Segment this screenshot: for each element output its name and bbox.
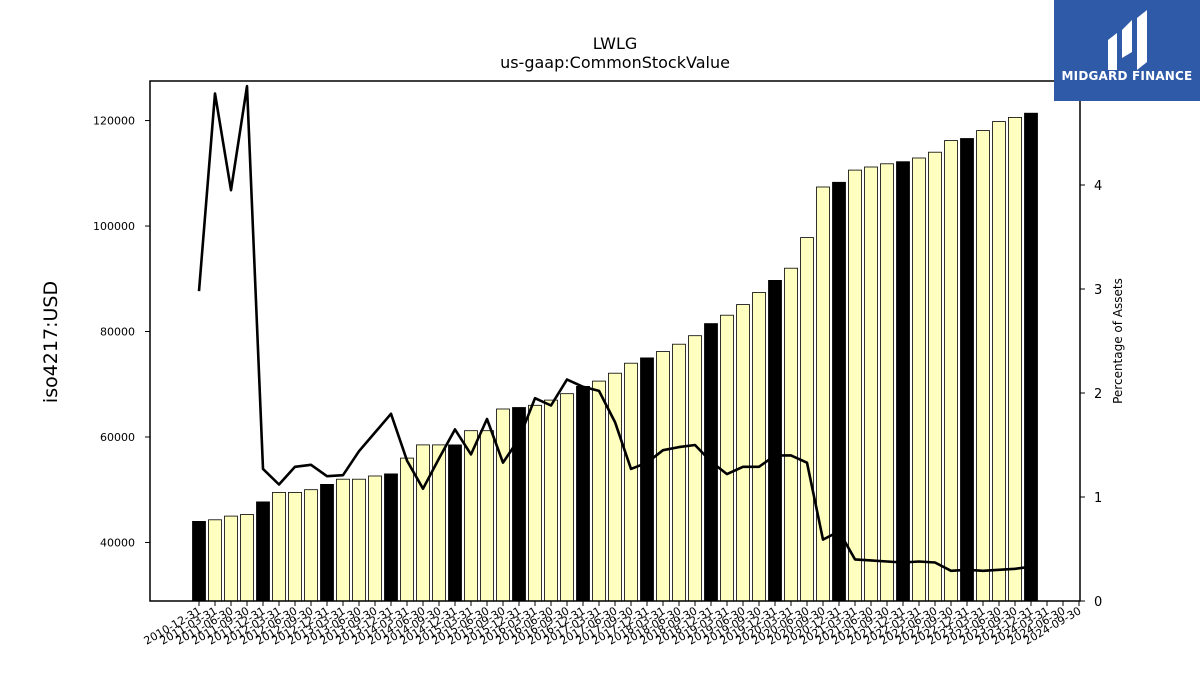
plot-frame — [149, 80, 1081, 602]
bar-2010-12-31 — [192, 521, 206, 602]
bar-2023-06-30 — [992, 121, 1006, 602]
bar-2015-06-30 — [480, 430, 494, 602]
bar-2022-03-31 — [912, 157, 926, 602]
bar-2011-09-30 — [240, 514, 254, 602]
bar-2022-06-30 — [928, 151, 942, 602]
bar-2012-06-30 — [288, 491, 302, 602]
bar-2011-06-30 — [224, 515, 238, 602]
bar-2020-06-30 — [800, 237, 814, 602]
midgard-logo-icon — [1108, 10, 1147, 70]
bar-2013-12-31 — [384, 473, 398, 602]
bar-2020-03-31 — [784, 267, 798, 602]
bar-2012-03-31 — [272, 491, 286, 602]
bar-2015-09-30 — [496, 408, 510, 602]
bar-2014-03-31 — [400, 457, 414, 602]
y-tick-label: 100000 — [93, 220, 135, 233]
bar-2022-12-31 — [960, 138, 974, 602]
bar-2023-12-31 — [1024, 112, 1038, 602]
bar-2011-12-31 — [256, 501, 270, 602]
bar-2021-09-30 — [880, 163, 894, 602]
y2-tick-label: 3 — [1094, 283, 1102, 298]
bar-2017-06-30 — [608, 372, 622, 602]
bar-2013-06-30 — [352, 478, 366, 602]
bar-2017-03-31 — [592, 380, 606, 602]
bar-2012-09-30 — [304, 489, 318, 602]
chart-title: LWLG — [593, 34, 638, 53]
y-tick-label: 80000 — [100, 326, 135, 339]
brand-name: MIDGARD FINANCE — [1061, 69, 1193, 83]
bar-2017-09-30 — [624, 362, 638, 602]
bar-2013-09-30 — [368, 475, 382, 602]
chart-subtitle: us-gaap:CommonStockValue — [500, 53, 730, 72]
y2-tick-label: 4 — [1094, 179, 1102, 194]
bar-2018-06-30 — [672, 343, 686, 602]
bar-2014-12-31 — [448, 444, 462, 602]
bar-2019-09-30 — [752, 292, 766, 602]
bar-2017-12-31 — [640, 357, 654, 602]
brand-logo: MIDGARD FINANCE — [1054, 0, 1200, 101]
bar-2013-03-31 — [336, 478, 350, 602]
bar-2021-03-31 — [848, 169, 862, 602]
y-tick-label: 120000 — [93, 115, 135, 128]
bar-2014-06-30 — [416, 444, 430, 602]
y2-axis-label: Percentage of Assets — [1111, 278, 1125, 404]
bar-2012-12-31 — [320, 483, 334, 602]
y2-tick-label: 2 — [1094, 387, 1102, 402]
bar-2023-09-30 — [1008, 117, 1022, 602]
bar-2022-09-30 — [944, 140, 958, 602]
bar-2016-03-31 — [528, 404, 542, 602]
bar-2018-03-31 — [656, 351, 670, 602]
bar-2021-12-31 — [896, 161, 910, 602]
bar-2011-03-31 — [208, 519, 222, 602]
bar-2018-09-30 — [688, 335, 702, 602]
bar-2019-12-31 — [768, 279, 782, 602]
bar-2016-12-31 — [576, 385, 590, 602]
bar-2019-03-31 — [720, 314, 734, 602]
y-tick-label: 40000 — [100, 536, 135, 549]
bar-2016-09-30 — [560, 393, 574, 602]
y-axis-label: iso4217:USD — [40, 281, 62, 403]
y2-tick-label: 1 — [1094, 491, 1102, 506]
y-tick-label: 60000 — [100, 431, 135, 444]
y2-tick-label: 0 — [1094, 595, 1102, 610]
bar-2021-06-30 — [864, 166, 878, 602]
bar-2019-06-30 — [736, 304, 750, 602]
bar-2023-03-31 — [976, 130, 990, 602]
bar-2016-06-30 — [544, 399, 558, 602]
percentage-line — [197, 84, 1032, 573]
bar-2015-03-31 — [464, 430, 478, 602]
